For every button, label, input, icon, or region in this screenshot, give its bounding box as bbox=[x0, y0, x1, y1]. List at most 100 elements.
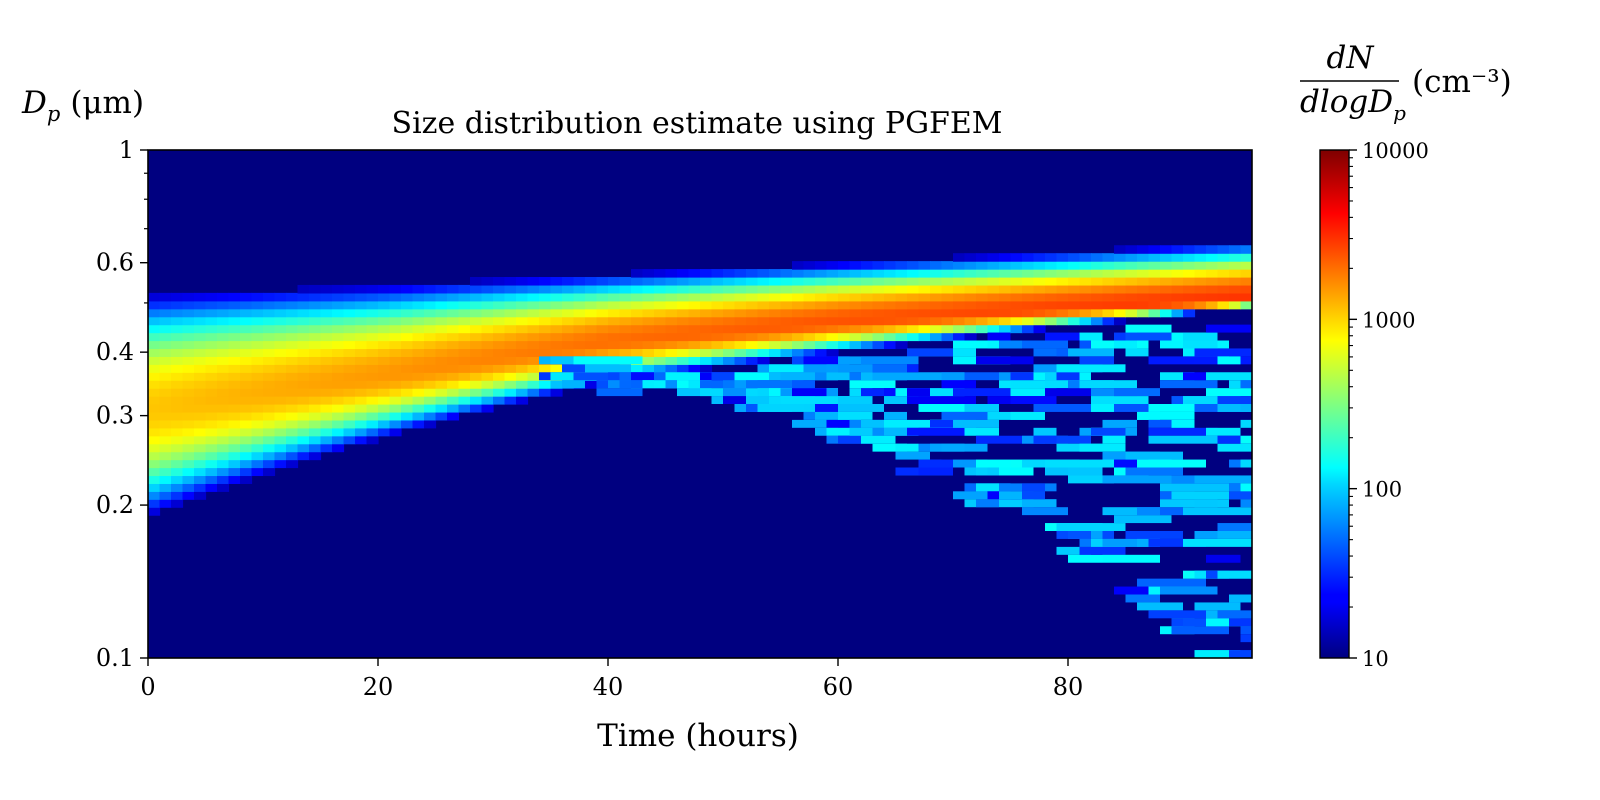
heatmap-cell bbox=[309, 324, 322, 334]
heatmap-cell bbox=[654, 324, 667, 334]
heatmap-cell bbox=[481, 372, 494, 381]
heatmap-cell bbox=[1045, 316, 1058, 326]
heatmap-cell bbox=[447, 372, 460, 381]
heatmap-cell bbox=[240, 332, 253, 342]
heatmap-cell bbox=[734, 277, 747, 286]
heatmap-cell bbox=[159, 467, 172, 477]
heatmap-cell bbox=[412, 348, 425, 357]
heatmap-cell bbox=[1010, 388, 1057, 397]
heatmap-cell bbox=[608, 284, 621, 294]
heatmap-cell bbox=[1137, 411, 1195, 420]
heatmap-cell bbox=[343, 419, 356, 429]
heatmap-cell bbox=[1240, 300, 1252, 310]
heatmap-cell bbox=[573, 277, 586, 286]
heatmap-cell bbox=[251, 435, 264, 445]
heatmap-cell bbox=[1022, 316, 1035, 326]
heatmap-cell bbox=[182, 364, 195, 373]
heatmap-cell bbox=[562, 308, 575, 318]
heatmap-cell bbox=[332, 324, 345, 334]
heatmap-cell bbox=[780, 269, 793, 278]
heatmap-cell bbox=[1183, 372, 1206, 381]
heatmap-cell bbox=[723, 269, 736, 278]
heatmap-cell bbox=[366, 404, 379, 413]
heatmap-cell bbox=[861, 292, 874, 302]
heatmap-cell bbox=[1033, 284, 1046, 294]
heatmap-cell bbox=[1079, 269, 1092, 278]
heatmap-cell bbox=[539, 348, 552, 357]
heatmap-cell bbox=[159, 340, 172, 350]
heatmap-cell bbox=[918, 308, 931, 318]
heatmap-cell bbox=[780, 396, 850, 404]
heatmap-cell bbox=[838, 300, 851, 310]
heatmap-cell bbox=[159, 435, 172, 445]
heatmap-cell bbox=[470, 356, 483, 365]
heatmap-cell bbox=[343, 348, 356, 357]
heatmap-cell bbox=[159, 475, 172, 484]
heatmap-cell bbox=[401, 284, 414, 294]
heatmap-cell bbox=[205, 316, 218, 326]
heatmap-cell bbox=[550, 372, 585, 381]
heatmap-cell bbox=[182, 451, 195, 461]
heatmap-cell bbox=[228, 411, 241, 421]
heatmap-cell bbox=[757, 300, 770, 310]
heatmap-cell bbox=[665, 324, 678, 334]
heatmap-cell bbox=[826, 284, 839, 294]
heatmap-cell bbox=[1171, 292, 1184, 302]
heatmap-cell bbox=[366, 324, 379, 334]
heatmap-cell bbox=[769, 332, 782, 342]
heatmap-cell bbox=[562, 284, 575, 294]
heatmap-cell bbox=[458, 404, 471, 413]
heatmap-cell bbox=[861, 435, 896, 444]
heatmap-cell bbox=[930, 284, 943, 294]
heatmap-cells bbox=[148, 150, 1252, 658]
heatmap-cell bbox=[1229, 491, 1252, 500]
heatmap-cell bbox=[297, 364, 310, 373]
heatmap-cell bbox=[1194, 650, 1241, 658]
heatmap-cell bbox=[378, 372, 391, 381]
heatmap-cell bbox=[872, 261, 885, 270]
heatmap-cell bbox=[987, 292, 1000, 302]
heatmap-cell bbox=[182, 332, 195, 342]
heatmap-cell bbox=[918, 284, 931, 294]
heatmap-cell bbox=[1137, 507, 1160, 516]
heatmap-cell bbox=[964, 404, 999, 412]
heatmap-cell bbox=[1137, 261, 1150, 270]
heatmap-cell bbox=[838, 324, 851, 334]
heatmap-cell bbox=[263, 292, 276, 302]
heatmap-cell bbox=[263, 411, 276, 421]
heatmap-cell bbox=[631, 332, 644, 342]
heatmap-cell bbox=[757, 292, 770, 302]
heatmap-cell bbox=[240, 404, 253, 413]
heatmap-cell bbox=[378, 348, 391, 357]
heatmap-cell bbox=[378, 316, 391, 326]
heatmap-cell bbox=[1148, 277, 1161, 286]
heatmap-cell bbox=[355, 308, 368, 318]
heatmap-cell bbox=[159, 459, 172, 469]
heatmap-cell bbox=[286, 300, 299, 310]
heatmap-cell bbox=[309, 404, 322, 413]
heatmap-cell bbox=[171, 292, 184, 302]
heatmap-cell bbox=[953, 292, 966, 302]
heatmap-cell bbox=[700, 348, 713, 357]
heatmap-cell bbox=[539, 308, 552, 318]
heatmap-cell bbox=[769, 300, 782, 310]
heatmap-cell bbox=[274, 419, 287, 429]
heatmap-cell bbox=[1148, 308, 1161, 318]
heatmap-cell bbox=[320, 348, 333, 357]
heatmap-cell bbox=[1137, 459, 1206, 468]
heatmap-cell bbox=[1229, 261, 1242, 270]
heatmap-cell bbox=[769, 292, 782, 302]
heatmap-cell bbox=[148, 308, 161, 318]
heatmap-cell bbox=[217, 411, 230, 421]
heatmap-cell bbox=[240, 388, 253, 397]
heatmap-cell bbox=[228, 316, 241, 326]
heatmap-cell bbox=[711, 356, 724, 365]
heatmap-cell bbox=[1010, 396, 1057, 404]
heatmap-cell bbox=[159, 372, 172, 381]
heatmap-cell bbox=[1091, 292, 1104, 302]
heatmap-cell bbox=[1194, 602, 1241, 611]
heatmap-cell bbox=[228, 356, 241, 365]
heatmap-cell bbox=[734, 372, 769, 381]
heatmap-cell bbox=[585, 316, 598, 326]
heatmap-cell bbox=[539, 332, 552, 342]
